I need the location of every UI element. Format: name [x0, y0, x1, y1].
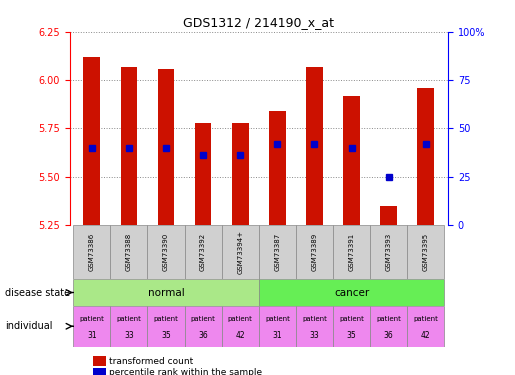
Bar	[158, 69, 175, 225]
Bar	[370, 306, 407, 347]
Text: patient: patient	[414, 316, 438, 322]
Bar	[333, 306, 370, 347]
Bar	[121, 67, 138, 225]
Bar	[269, 111, 286, 225]
Text: GSM73392: GSM73392	[200, 233, 206, 271]
Title: GDS1312 / 214190_x_at: GDS1312 / 214190_x_at	[183, 16, 334, 29]
Text: cancer: cancer	[334, 288, 369, 297]
Bar	[195, 123, 212, 225]
Text: 31: 31	[272, 331, 282, 340]
Text: patient: patient	[339, 316, 364, 322]
Text: patient: patient	[376, 316, 401, 322]
Text: GSM73395: GSM73395	[423, 233, 429, 271]
Bar	[380, 206, 397, 225]
Bar	[184, 306, 221, 347]
Bar	[221, 225, 259, 279]
Bar	[232, 123, 249, 225]
Bar	[73, 306, 110, 347]
Bar	[259, 306, 296, 347]
Text: normal: normal	[148, 288, 184, 297]
Text: 36: 36	[198, 331, 208, 340]
Text: patient: patient	[265, 316, 290, 322]
Bar	[221, 306, 259, 347]
Bar	[73, 225, 110, 279]
Text: patient: patient	[228, 316, 253, 322]
Bar	[296, 225, 333, 279]
Bar	[418, 88, 434, 225]
Text: transformed count: transformed count	[109, 357, 194, 366]
Text: patient: patient	[302, 316, 327, 322]
Text: GSM73388: GSM73388	[126, 233, 132, 272]
Bar	[147, 225, 184, 279]
Bar	[296, 306, 333, 347]
Text: individual: individual	[5, 321, 53, 331]
Text: GSM73391: GSM73391	[349, 233, 354, 272]
Text: GSM73387: GSM73387	[274, 233, 280, 272]
Text: 33: 33	[310, 331, 319, 340]
Text: 33: 33	[124, 331, 134, 340]
Bar	[259, 225, 296, 279]
Bar	[407, 225, 444, 279]
Text: 35: 35	[347, 331, 356, 340]
Text: disease state: disease state	[5, 288, 70, 297]
Text: 35: 35	[161, 331, 171, 340]
Text: 42: 42	[235, 331, 245, 340]
Bar	[259, 279, 444, 306]
Text: GSM73389: GSM73389	[312, 233, 317, 272]
Bar	[147, 306, 184, 347]
Bar	[110, 225, 147, 279]
Bar	[370, 225, 407, 279]
Text: patient: patient	[153, 316, 179, 322]
Bar	[73, 279, 259, 306]
Bar	[184, 225, 221, 279]
Text: GSM73390: GSM73390	[163, 233, 169, 272]
Bar	[83, 57, 100, 225]
Bar	[333, 225, 370, 279]
Bar	[110, 306, 147, 347]
Text: GSM73386: GSM73386	[89, 233, 95, 272]
Text: percentile rank within the sample: percentile rank within the sample	[109, 368, 262, 375]
Bar	[407, 306, 444, 347]
Bar	[306, 67, 323, 225]
Text: 42: 42	[421, 331, 431, 340]
Text: patient: patient	[116, 316, 141, 322]
Text: GSM73394+: GSM73394+	[237, 230, 243, 274]
Text: 31: 31	[87, 331, 97, 340]
Text: patient: patient	[191, 316, 216, 322]
Text: patient: patient	[79, 316, 104, 322]
Bar	[343, 96, 360, 225]
Text: GSM73393: GSM73393	[386, 233, 392, 272]
Text: 36: 36	[384, 331, 393, 340]
